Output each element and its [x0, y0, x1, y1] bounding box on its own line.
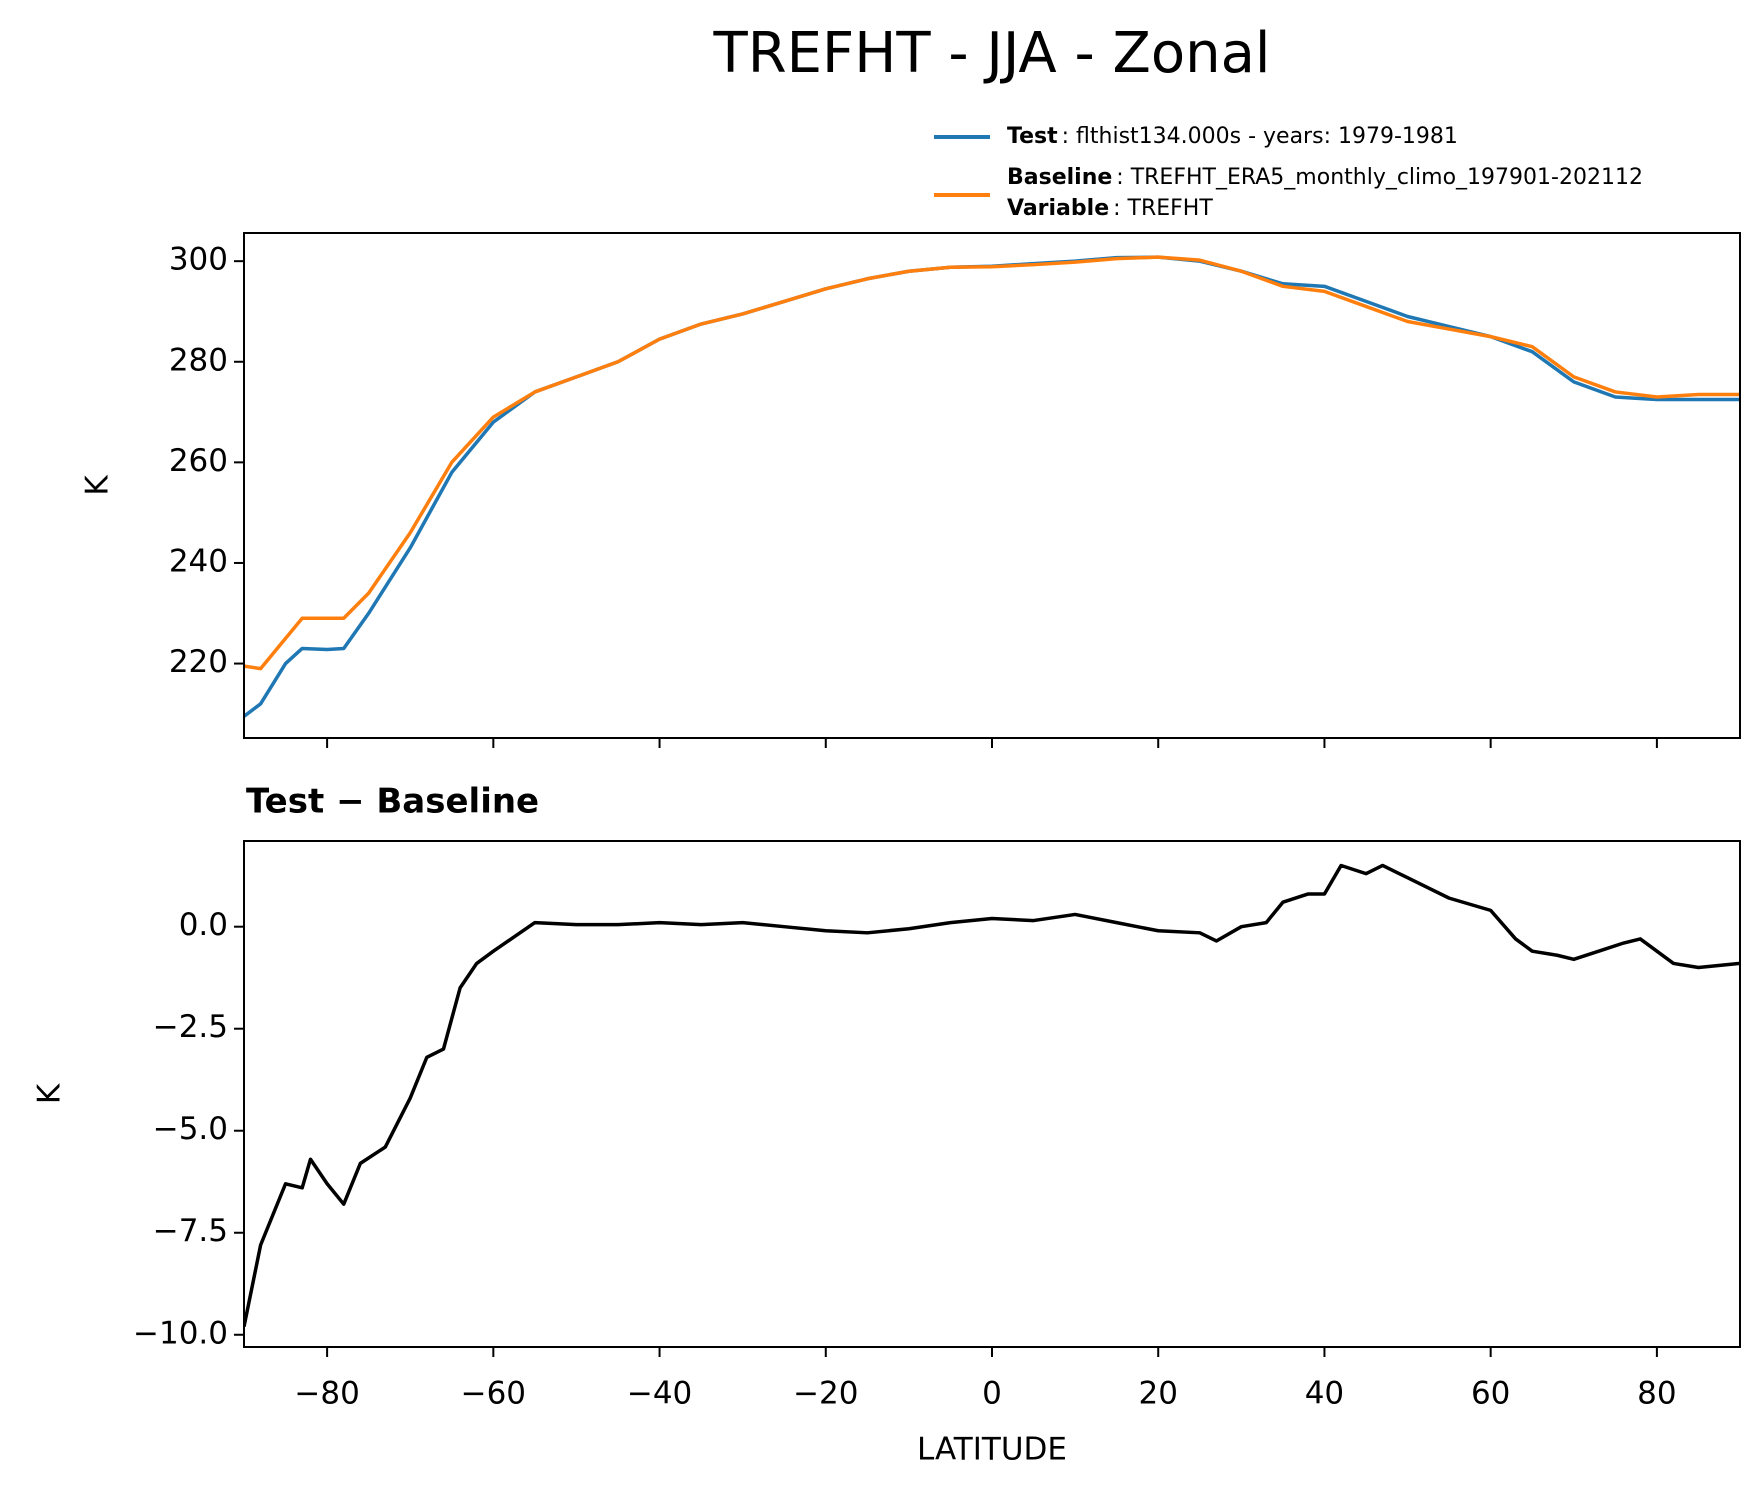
legend-name: Test	[1007, 124, 1058, 149]
x-tick-label: −60	[461, 1376, 526, 1412]
y-tick-label: −10.0	[133, 1315, 228, 1351]
data-line	[244, 863, 1740, 1327]
x-tick-label: 80	[1637, 1376, 1676, 1412]
y-tick-label: −5.0	[153, 1111, 228, 1147]
x-tick-label: −20	[793, 1376, 858, 1412]
panel-title: Test − Baseline	[246, 782, 539, 822]
y-tick-label: −7.5	[153, 1213, 228, 1249]
legend-name: Variable	[1007, 196, 1109, 221]
y-tick-label: 280	[169, 342, 228, 378]
legend-name: Baseline	[1007, 165, 1112, 190]
y-tick-label: 240	[169, 543, 228, 579]
legend-entry: Baseline: TREFHT_ERA5_monthly_climo_1979…	[1007, 165, 1643, 190]
y-tick-label: 220	[169, 644, 228, 680]
legend-description: : TREFHT	[1113, 196, 1213, 221]
data-line	[244, 255, 1740, 718]
y-axis-label: K	[80, 475, 116, 496]
axes-frame	[243, 232, 1741, 739]
x-axis-label: LATITUDE	[917, 1432, 1067, 1468]
x-tick-label: −80	[294, 1376, 359, 1412]
y-tick-label: 260	[169, 443, 228, 479]
data-line	[244, 255, 1740, 671]
y-axis-label: K	[32, 1083, 68, 1104]
y-tick-label: 300	[169, 242, 228, 278]
x-tick-label: 0	[982, 1376, 1002, 1412]
x-tick-label: 60	[1471, 1376, 1510, 1412]
x-tick-label: 20	[1138, 1376, 1177, 1412]
legend-entry: Variable: TREFHT	[1007, 196, 1213, 221]
x-tick-label: −40	[627, 1376, 692, 1412]
legend-description: : TREFHT_ERA5_monthly_climo_197901-20211…	[1116, 165, 1643, 190]
legend-entry: Test: flthist134.000s - years: 1979-1981	[1007, 124, 1458, 149]
y-tick-label: 0.0	[179, 907, 228, 943]
y-tick-label: −2.5	[153, 1009, 228, 1045]
legend-description: : flthist134.000s - years: 1979-1981	[1062, 124, 1458, 149]
x-tick-label: 40	[1305, 1376, 1344, 1412]
figure-title: TREFHT - JJA - Zonal	[713, 21, 1271, 86]
